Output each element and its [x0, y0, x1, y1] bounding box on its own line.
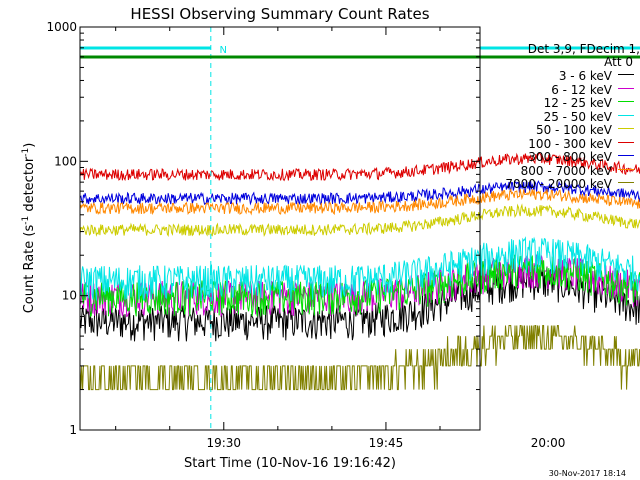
y-tick-label-2: 100	[54, 154, 77, 168]
legend-item: 3 - 6 keV	[475, 69, 640, 83]
y-tick-label-0: 1	[69, 423, 77, 437]
legend-label: 50 - 100 keV	[535, 123, 612, 137]
chart-title: HESSI Observing Summary Count Rates	[130, 5, 429, 23]
series-line-0	[79, 266, 640, 342]
legend-label: 12 - 25 keV	[543, 96, 612, 110]
annotation-night: N	[219, 45, 226, 56]
legend-label: 300 - 800 keV	[528, 150, 612, 164]
legend-item: 12 - 25 keV	[475, 96, 640, 110]
legend-label: 25 - 50 keV	[543, 109, 612, 124]
y-axis-label-part3: )	[22, 143, 37, 148]
series-line-1	[79, 254, 640, 318]
legend-label: 7000 - 20000 keV	[505, 177, 612, 191]
y-axis-label-sup2: -1	[21, 148, 31, 157]
legend-label: 3 - 6 keV	[558, 69, 612, 83]
plot-area: NSRD6RD9110100100019:3019:4520:0020:1520…	[46, 20, 640, 450]
legend-swatch	[618, 101, 634, 102]
legend-swatch	[618, 74, 634, 75]
legend-label: 6 - 12 keV	[551, 82, 612, 97]
legend-item: 50 - 100 keV	[475, 123, 640, 137]
legend-item: 25 - 50 keV	[475, 110, 640, 124]
plot-frame	[79, 26, 481, 431]
series-line-2	[79, 254, 640, 318]
legend-title: Det 3,9, FDecim 1,	[527, 42, 640, 56]
y-axis-label: Count Rate (s-1 detector-1)	[21, 143, 37, 314]
legend-item: 7000 - 20000 keV	[475, 177, 640, 191]
series-line-4	[79, 203, 640, 238]
series-line-3	[79, 236, 640, 302]
legend-swatch	[618, 87, 634, 89]
series-line-6	[79, 180, 640, 206]
legend-swatch	[618, 114, 634, 116]
y-axis-label-part1: Count Rate (s	[22, 225, 37, 314]
y-tick-label-3: 1000	[46, 20, 77, 34]
series-line-5	[79, 152, 640, 182]
legend-subtitle: Att 0	[604, 55, 633, 69]
series-line-7	[79, 187, 640, 216]
legend-item: 6 - 12 keV	[475, 83, 640, 97]
legend-label: 100 - 300 keV	[528, 136, 612, 151]
y-axis-label-sup1: -1	[21, 216, 31, 225]
legend-item: 800 - 7000 keV	[475, 164, 640, 178]
x-tick-label-1: 19:45	[369, 436, 404, 450]
series-line-8	[79, 325, 640, 391]
legend-swatch	[618, 182, 634, 183]
legend-swatch	[618, 155, 634, 156]
legend-item: 100 - 300 keV	[475, 137, 640, 151]
legend-item: 300 - 800 keV	[475, 150, 640, 164]
y-tick-label-1: 10	[62, 289, 77, 303]
x-tick-label-0: 19:30	[206, 436, 241, 450]
y-axis-label-part2: detector	[22, 156, 37, 216]
legend-swatch	[618, 141, 634, 143]
timestamp: 30-Nov-2017 18:14	[549, 469, 626, 478]
x-axis-label: Start Time (10-Nov-16 19:16:42)	[184, 456, 396, 471]
x-tick-label-2: 20:00	[531, 436, 566, 450]
legend-swatch	[618, 168, 634, 170]
legend-label: 800 - 7000 keV	[520, 163, 612, 178]
legend-swatch	[618, 128, 634, 129]
